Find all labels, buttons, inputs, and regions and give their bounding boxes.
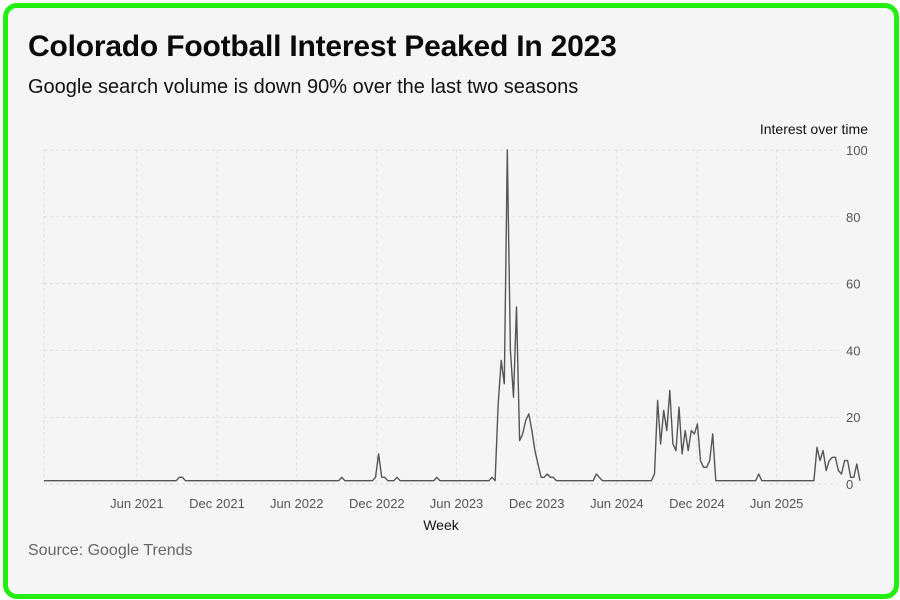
chart-card [3, 3, 899, 599]
x-tick-label: Jun 2023 [430, 496, 484, 511]
y-tick-label: 20 [846, 410, 860, 425]
interest-line [44, 149, 861, 482]
x-tick-label: Dec 2022 [349, 496, 405, 511]
x-axis-ticks: Jun 2021 Dec 2021 Jun 2022 Dec 2022 Jun 2023… [110, 496, 803, 511]
x-tick-label: Dec 2024 [669, 496, 725, 511]
x-tick-label: Jun 2024 [590, 496, 644, 511]
chart-title: Colorado Football Interest Peaked In 202… [28, 30, 617, 63]
chart-subtitle: Google search volume is down 90% over th… [28, 76, 579, 98]
x-tick-label: Jun 2021 [110, 496, 164, 511]
y-axis-label: Interest over time [760, 121, 868, 137]
x-tick-label: Dec 2023 [509, 496, 565, 511]
y-axis-ticks: 0 20 40 60 80 100 [846, 143, 868, 492]
y-tick-label: 60 [846, 277, 860, 292]
x-tick-label: Jun 2022 [270, 496, 324, 511]
y-tick-label: 0 [846, 477, 853, 492]
x-axis-label: Week [423, 517, 460, 533]
y-tick-label: 40 [846, 343, 860, 358]
x-tick-label: Dec 2021 [189, 496, 245, 511]
y-tick-label: 80 [846, 210, 860, 225]
gridlines [43, 149, 838, 485]
y-tick-label: 100 [846, 143, 868, 158]
x-tick-label: Jun 2025 [750, 496, 804, 511]
source-note: Source: Google Trends [28, 542, 193, 559]
